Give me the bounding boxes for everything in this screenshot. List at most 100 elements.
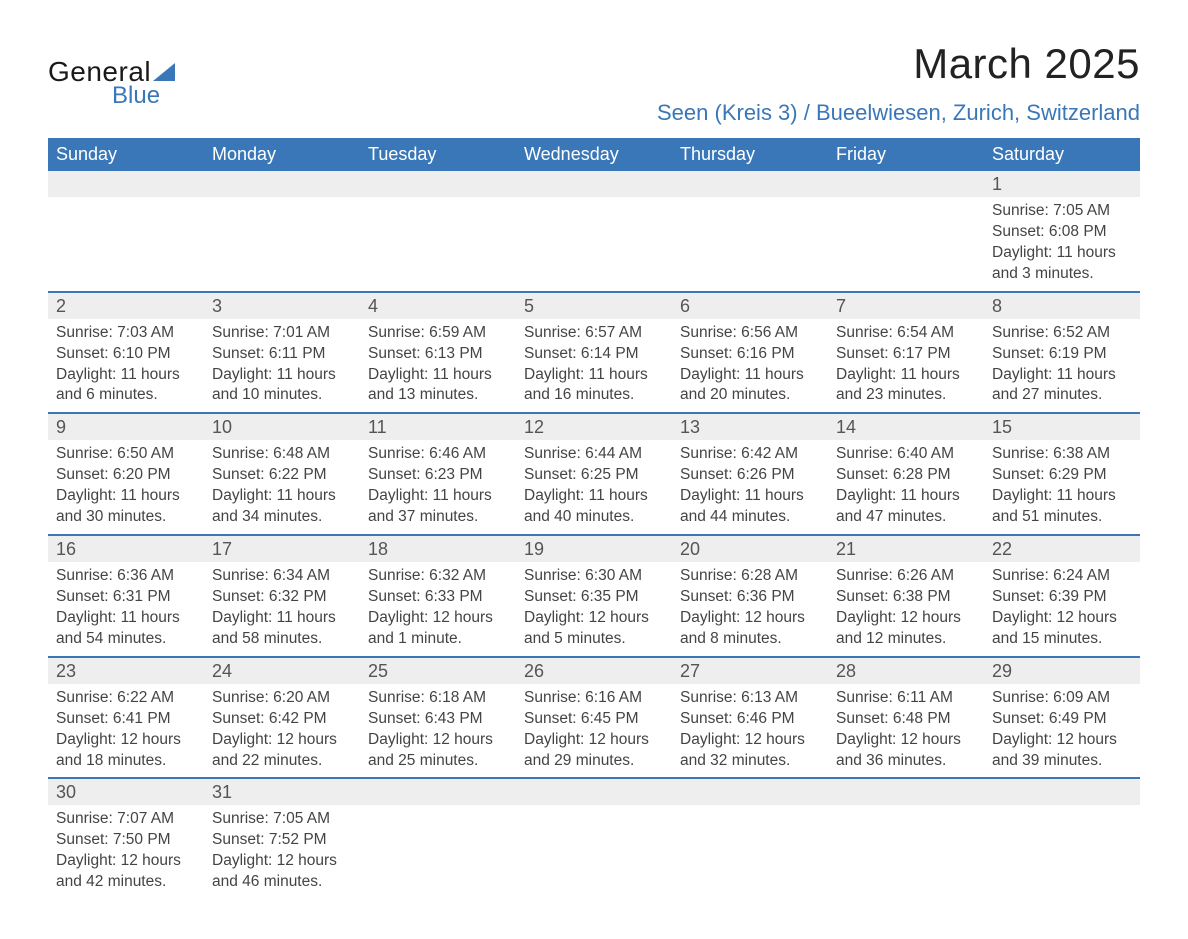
daylight-line: Daylight: 11 hours and 23 minutes. <box>836 365 976 407</box>
sunset-line: Sunset: 6:08 PM <box>992 222 1132 243</box>
day-content-cell <box>672 805 828 899</box>
daynum-row: 9101112131415 <box>48 413 1140 440</box>
day-number-cell: 24 <box>204 657 360 684</box>
sunrise-line: Sunrise: 7:01 AM <box>212 323 352 344</box>
day-content-cell: Sunrise: 7:03 AMSunset: 6:10 PMDaylight:… <box>48 319 204 414</box>
sunset-line: Sunset: 6:13 PM <box>368 344 508 365</box>
sunset-line: Sunset: 6:48 PM <box>836 709 976 730</box>
daylight-line: Daylight: 12 hours and 36 minutes. <box>836 730 976 772</box>
sunrise-line: Sunrise: 6:57 AM <box>524 323 664 344</box>
day-content-cell <box>828 805 984 899</box>
day-number-cell: 2 <box>48 292 204 319</box>
day-number-cell: 5 <box>516 292 672 319</box>
day-content-cell: Sunrise: 6:28 AMSunset: 6:36 PMDaylight:… <box>672 562 828 657</box>
day-number-cell: 4 <box>360 292 516 319</box>
sunset-line: Sunset: 6:11 PM <box>212 344 352 365</box>
sunrise-line: Sunrise: 6:50 AM <box>56 444 196 465</box>
daynum-row: 3031 <box>48 778 1140 805</box>
sunset-line: Sunset: 6:25 PM <box>524 465 664 486</box>
daylight-line: Daylight: 11 hours and 6 minutes. <box>56 365 196 407</box>
day-content-cell: Sunrise: 7:05 AMSunset: 6:08 PMDaylight:… <box>984 197 1140 292</box>
sunrise-line: Sunrise: 6:30 AM <box>524 566 664 587</box>
day-number-cell: 14 <box>828 413 984 440</box>
day-number-cell <box>204 171 360 197</box>
weekday-header: Wednesday <box>516 138 672 171</box>
daylight-line: Daylight: 12 hours and 32 minutes. <box>680 730 820 772</box>
day-number-cell <box>48 171 204 197</box>
day-content-cell: Sunrise: 6:18 AMSunset: 6:43 PMDaylight:… <box>360 684 516 779</box>
sunrise-line: Sunrise: 7:05 AM <box>212 809 352 830</box>
sunset-line: Sunset: 7:50 PM <box>56 830 196 851</box>
daylight-line: Daylight: 12 hours and 42 minutes. <box>56 851 196 893</box>
day-number-cell: 25 <box>360 657 516 684</box>
day-content-cell: Sunrise: 6:24 AMSunset: 6:39 PMDaylight:… <box>984 562 1140 657</box>
day-number-cell: 6 <box>672 292 828 319</box>
sunrise-line: Sunrise: 6:32 AM <box>368 566 508 587</box>
weekday-header: Saturday <box>984 138 1140 171</box>
page-header: General Blue March 2025 Seen (Kreis 3) /… <box>48 40 1140 126</box>
day-number-cell: 12 <box>516 413 672 440</box>
day-number-cell: 26 <box>516 657 672 684</box>
day-content-cell: Sunrise: 6:52 AMSunset: 6:19 PMDaylight:… <box>984 319 1140 414</box>
sunset-line: Sunset: 6:31 PM <box>56 587 196 608</box>
day-content-cell: Sunrise: 6:56 AMSunset: 6:16 PMDaylight:… <box>672 319 828 414</box>
day-number-cell <box>984 778 1140 805</box>
day-number-cell <box>828 778 984 805</box>
sunrise-line: Sunrise: 6:36 AM <box>56 566 196 587</box>
day-content-cell: Sunrise: 6:13 AMSunset: 6:46 PMDaylight:… <box>672 684 828 779</box>
day-content-cell: Sunrise: 6:26 AMSunset: 6:38 PMDaylight:… <box>828 562 984 657</box>
day-content-cell: Sunrise: 6:16 AMSunset: 6:45 PMDaylight:… <box>516 684 672 779</box>
day-content-cell: Sunrise: 6:50 AMSunset: 6:20 PMDaylight:… <box>48 440 204 535</box>
sunset-line: Sunset: 6:10 PM <box>56 344 196 365</box>
daylight-line: Daylight: 12 hours and 8 minutes. <box>680 608 820 650</box>
logo: General Blue <box>48 56 175 110</box>
sunset-line: Sunset: 6:35 PM <box>524 587 664 608</box>
sunrise-line: Sunrise: 7:05 AM <box>992 201 1132 222</box>
sunrise-line: Sunrise: 6:52 AM <box>992 323 1132 344</box>
day-number-cell: 22 <box>984 535 1140 562</box>
sunset-line: Sunset: 6:22 PM <box>212 465 352 486</box>
daylight-line: Daylight: 12 hours and 15 minutes. <box>992 608 1132 650</box>
weekday-header: Monday <box>204 138 360 171</box>
location: Seen (Kreis 3) / Bueelwiesen, Zurich, Sw… <box>657 100 1140 126</box>
sunset-line: Sunset: 6:49 PM <box>992 709 1132 730</box>
daylight-line: Daylight: 12 hours and 12 minutes. <box>836 608 976 650</box>
sunrise-line: Sunrise: 6:22 AM <box>56 688 196 709</box>
daylight-line: Daylight: 11 hours and 40 minutes. <box>524 486 664 528</box>
sunrise-line: Sunrise: 6:20 AM <box>212 688 352 709</box>
day-content-cell: Sunrise: 6:57 AMSunset: 6:14 PMDaylight:… <box>516 319 672 414</box>
day-number-cell <box>516 171 672 197</box>
day-number-cell <box>828 171 984 197</box>
sunset-line: Sunset: 6:16 PM <box>680 344 820 365</box>
daylight-line: Daylight: 12 hours and 1 minute. <box>368 608 508 650</box>
day-content-cell: Sunrise: 7:05 AMSunset: 7:52 PMDaylight:… <box>204 805 360 899</box>
day-number-cell: 13 <box>672 413 828 440</box>
title-block: March 2025 Seen (Kreis 3) / Bueelwiesen,… <box>657 40 1140 126</box>
content-row: Sunrise: 7:05 AMSunset: 6:08 PMDaylight:… <box>48 197 1140 292</box>
weekday-header: Sunday <box>48 138 204 171</box>
day-content-cell <box>516 805 672 899</box>
day-content-cell: Sunrise: 6:42 AMSunset: 6:26 PMDaylight:… <box>672 440 828 535</box>
daynum-row: 16171819202122 <box>48 535 1140 562</box>
daylight-line: Daylight: 11 hours and 16 minutes. <box>524 365 664 407</box>
weekday-header-row: Sunday Monday Tuesday Wednesday Thursday… <box>48 138 1140 171</box>
sunset-line: Sunset: 6:28 PM <box>836 465 976 486</box>
sunrise-line: Sunrise: 6:34 AM <box>212 566 352 587</box>
daylight-line: Daylight: 11 hours and 44 minutes. <box>680 486 820 528</box>
daylight-line: Daylight: 11 hours and 3 minutes. <box>992 243 1132 285</box>
day-content-cell: Sunrise: 6:34 AMSunset: 6:32 PMDaylight:… <box>204 562 360 657</box>
sunrise-line: Sunrise: 6:42 AM <box>680 444 820 465</box>
sunset-line: Sunset: 6:17 PM <box>836 344 976 365</box>
day-content-cell <box>360 805 516 899</box>
daylight-line: Daylight: 11 hours and 54 minutes. <box>56 608 196 650</box>
sunrise-line: Sunrise: 6:59 AM <box>368 323 508 344</box>
sunset-line: Sunset: 6:32 PM <box>212 587 352 608</box>
daylight-line: Daylight: 11 hours and 10 minutes. <box>212 365 352 407</box>
sunrise-line: Sunrise: 6:44 AM <box>524 444 664 465</box>
sunset-line: Sunset: 6:42 PM <box>212 709 352 730</box>
daynum-row: 2345678 <box>48 292 1140 319</box>
day-content-cell <box>984 805 1140 899</box>
daylight-line: Daylight: 11 hours and 51 minutes. <box>992 486 1132 528</box>
daylight-line: Daylight: 11 hours and 34 minutes. <box>212 486 352 528</box>
sunrise-line: Sunrise: 6:48 AM <box>212 444 352 465</box>
